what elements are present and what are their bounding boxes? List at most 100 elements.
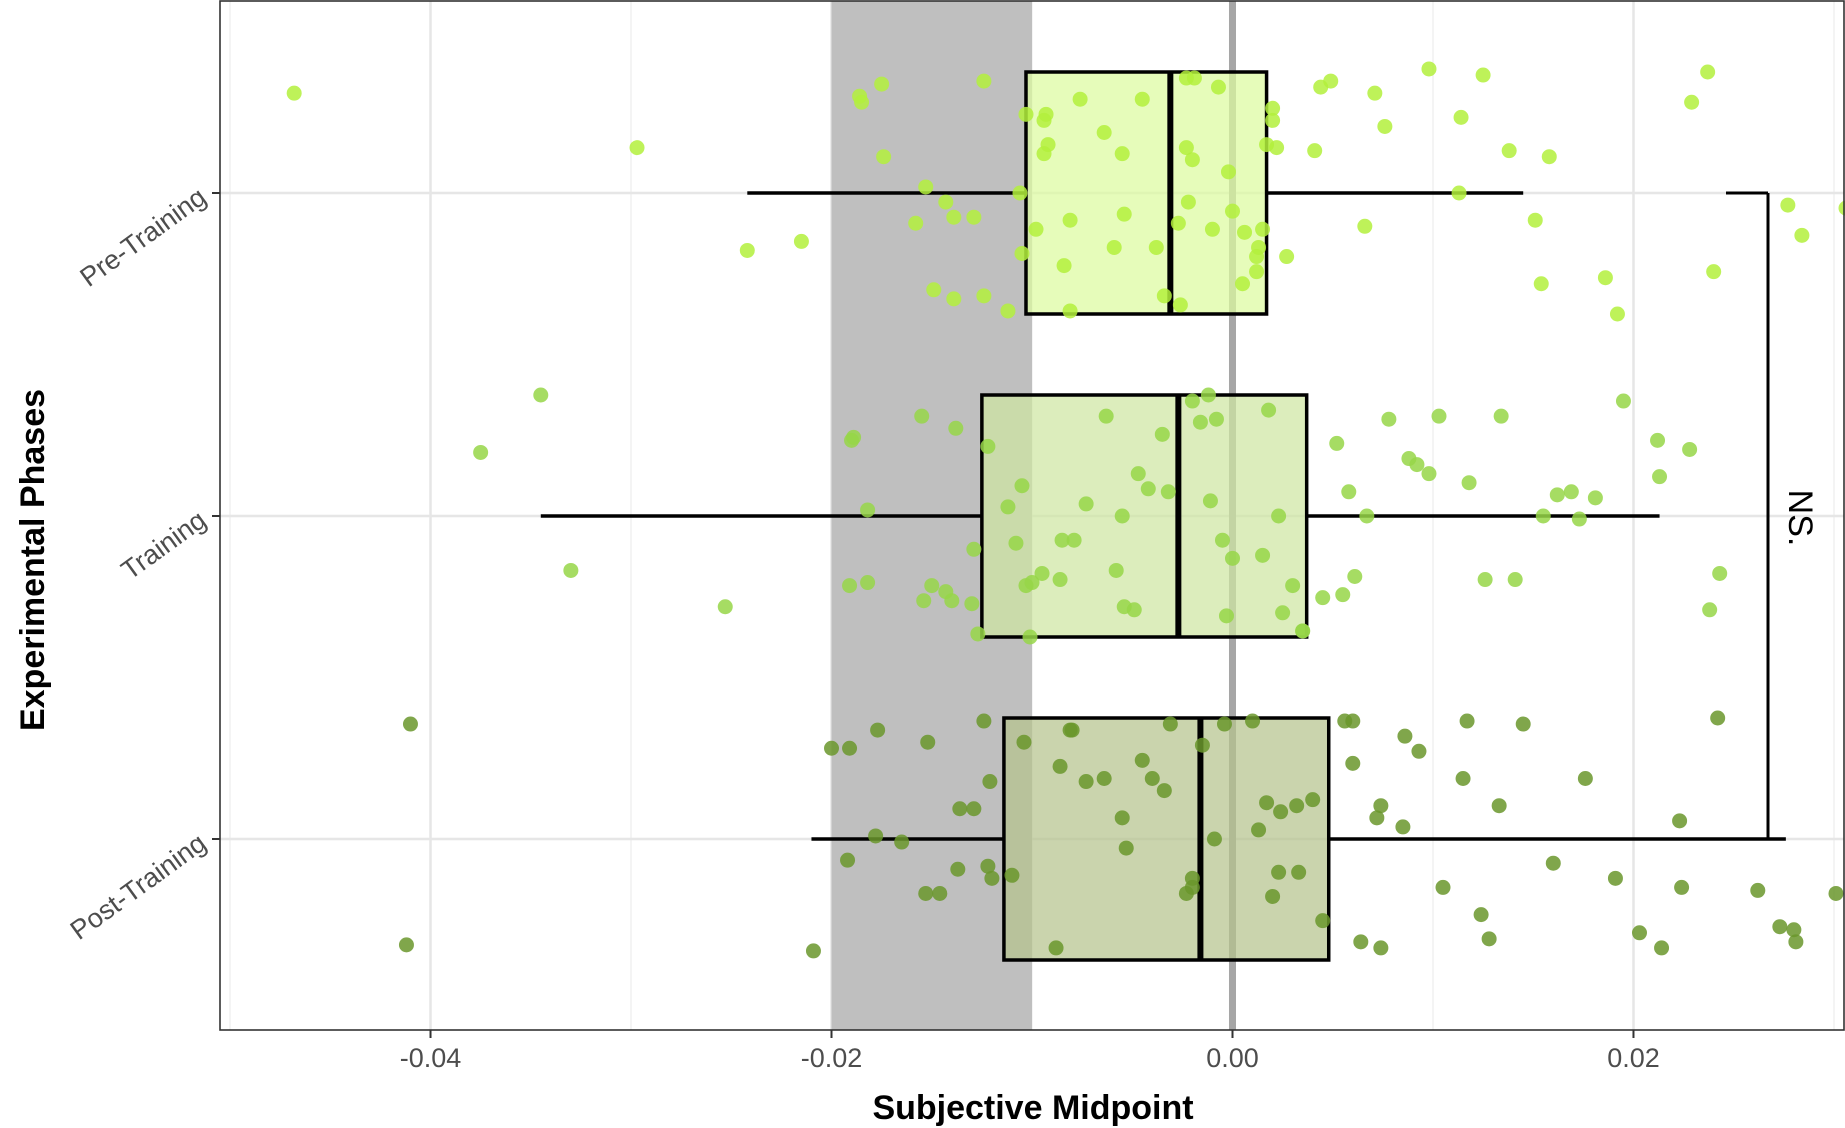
data-point	[1096, 771, 1112, 786]
data-point	[1501, 143, 1517, 159]
data-point	[1395, 819, 1411, 835]
data-point	[1369, 810, 1385, 826]
data-point	[840, 852, 856, 868]
data-point	[1706, 264, 1722, 280]
data-point	[1192, 414, 1208, 430]
data-point	[1367, 85, 1383, 101]
data-point	[1684, 94, 1700, 110]
data-point	[918, 179, 934, 195]
x-tick-label: -0.02	[801, 1043, 863, 1073]
data-point	[1431, 408, 1447, 424]
data-point	[563, 562, 579, 578]
data-point	[1178, 140, 1194, 156]
data-point	[948, 420, 964, 436]
data-point	[1545, 855, 1561, 871]
data-point	[966, 541, 982, 557]
data-point	[1712, 565, 1728, 581]
data-point	[1772, 919, 1788, 935]
data-point	[966, 801, 982, 817]
data-point	[1571, 511, 1587, 527]
data-point	[1527, 212, 1543, 228]
data-point	[805, 943, 821, 959]
data-point	[1098, 408, 1114, 424]
data-point	[1291, 864, 1307, 880]
data-point	[918, 885, 934, 901]
data-point	[1289, 798, 1305, 814]
data-point	[739, 242, 755, 258]
data-point	[970, 626, 986, 642]
data-point	[1615, 393, 1631, 409]
data-point	[1054, 532, 1070, 548]
data-point	[1000, 303, 1016, 319]
data-point	[1285, 578, 1301, 594]
data-point	[1106, 239, 1122, 255]
data-point	[1271, 508, 1287, 524]
data-point	[1533, 276, 1549, 292]
data-point	[1214, 532, 1230, 548]
data-point	[1036, 146, 1052, 162]
jitter-points	[286, 61, 1845, 959]
data-point	[1078, 496, 1094, 512]
data-point	[1066, 532, 1082, 548]
data-point	[1305, 792, 1321, 808]
data-point	[1609, 306, 1625, 322]
x-tick-label: 0.02	[1607, 1043, 1660, 1073]
data-point	[398, 937, 414, 953]
data-point	[1345, 713, 1361, 729]
data-point	[984, 870, 1000, 886]
data-point	[1541, 149, 1557, 165]
data-point	[1461, 475, 1477, 491]
data-point	[982, 774, 998, 790]
data-point	[1359, 508, 1375, 524]
data-point	[1144, 771, 1160, 786]
box	[1002, 716, 1331, 962]
data-point	[1451, 185, 1467, 201]
data-point	[1377, 118, 1393, 134]
data-point	[1455, 771, 1471, 786]
data-point	[1323, 73, 1339, 89]
data-point	[1481, 931, 1497, 947]
data-point	[1062, 303, 1078, 319]
data-point	[1459, 713, 1475, 729]
data-point	[1204, 221, 1220, 237]
data-point	[1515, 716, 1531, 732]
data-point	[1269, 140, 1285, 156]
data-point	[1194, 737, 1210, 753]
x-tick-label: 0.00	[1206, 1043, 1259, 1073]
data-point	[1535, 508, 1551, 524]
data-point	[1012, 185, 1028, 201]
data-point	[717, 599, 733, 615]
data-point	[1475, 67, 1491, 83]
data-point	[1315, 590, 1331, 606]
data-point	[1259, 795, 1275, 811]
data-point	[1156, 783, 1172, 799]
data-point	[1220, 164, 1236, 180]
data-point	[1235, 276, 1251, 292]
data-point	[870, 722, 886, 738]
data-point	[1587, 490, 1603, 506]
data-point	[1373, 798, 1389, 814]
data-point	[286, 85, 302, 101]
data-point	[920, 734, 936, 750]
data-point	[1114, 146, 1130, 162]
data-point	[1014, 478, 1030, 494]
data-point	[876, 149, 892, 165]
data-point	[980, 858, 996, 874]
data-point	[1329, 435, 1345, 451]
data-point	[1000, 499, 1016, 515]
data-point	[1477, 572, 1493, 588]
data-point	[1114, 810, 1130, 826]
data-point	[1597, 270, 1613, 286]
data-point	[1409, 457, 1425, 473]
data-point	[793, 233, 809, 249]
data-point	[1750, 882, 1766, 898]
data-point	[1295, 623, 1311, 639]
data-point	[1162, 716, 1178, 732]
data-point	[932, 885, 948, 901]
data-point	[1114, 508, 1130, 524]
data-point	[629, 140, 645, 156]
data-point	[1381, 411, 1397, 427]
data-point	[1208, 411, 1224, 427]
data-point	[924, 578, 940, 594]
data-point	[874, 76, 890, 92]
